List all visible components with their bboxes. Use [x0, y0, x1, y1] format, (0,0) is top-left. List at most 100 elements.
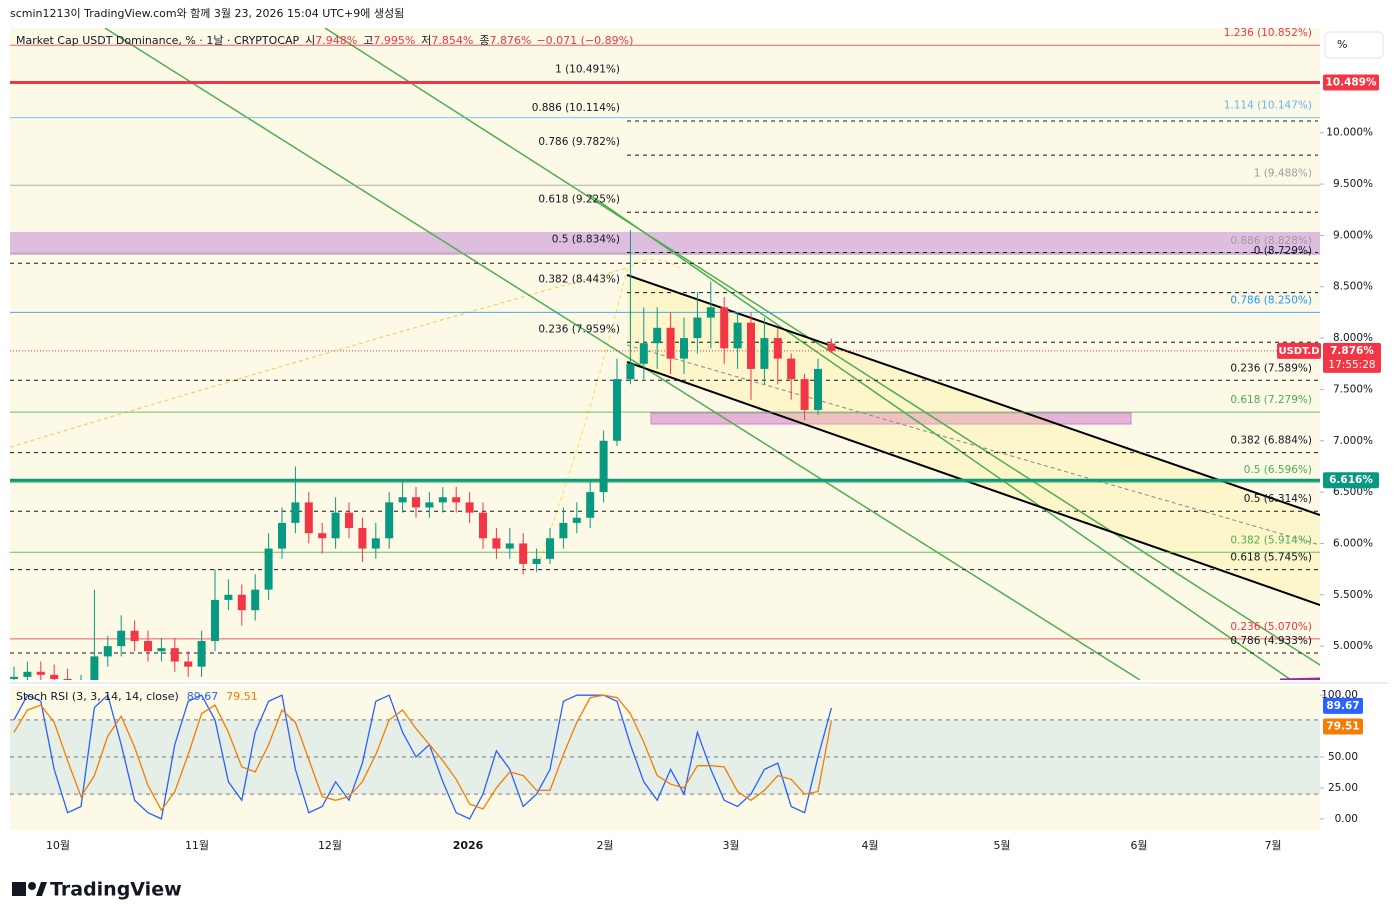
candle-body — [197, 640, 206, 667]
fib-label: 0.236 (7.959%) — [538, 323, 620, 335]
candle-body — [103, 646, 112, 657]
price-tag — [1323, 74, 1379, 91]
trend-line — [104, 28, 1141, 680]
x-tick-label: 10월 — [46, 839, 70, 852]
indicator-pane — [10, 686, 1320, 830]
candle-body — [773, 338, 782, 359]
trend-line — [1279, 677, 1320, 680]
candle-body — [747, 322, 755, 369]
candle-body — [318, 533, 327, 539]
fib-label: 0.236 (7.589%) — [1230, 362, 1312, 374]
legend-item: 종 — [479, 34, 489, 47]
legend-item: 저 — [421, 34, 431, 47]
x-tick-label: 6월 — [1130, 839, 1147, 852]
legend-item: −0.071 (−0.89%) — [536, 34, 633, 47]
y-tick-label: 8.000% — [1333, 332, 1373, 344]
legend-item: 시 — [305, 34, 315, 47]
candle-body — [626, 363, 635, 380]
stoch-line — [13, 693, 833, 820]
y-tick-label: 7.500% — [1333, 383, 1373, 395]
candle-body — [800, 379, 809, 410]
candle-body — [144, 640, 152, 652]
price-tag — [1323, 472, 1379, 489]
fib-label: 0.786 (8.250%) — [1230, 294, 1312, 306]
brand — [12, 882, 47, 896]
candle-body — [398, 497, 407, 503]
legend: Market Cap USDT Dominance, % · 1날 · CRYP… — [16, 34, 633, 47]
fib-label: 1 (10.491%) — [555, 63, 620, 75]
candle-body — [720, 307, 729, 349]
y-tick-label: 9.500% — [1333, 178, 1373, 190]
fib-label: 0.5 (6.596%) — [1244, 464, 1312, 476]
candle-body — [170, 648, 179, 662]
candle-body — [50, 674, 59, 679]
candle-body — [787, 358, 796, 380]
legend-item: 7.948% — [315, 34, 357, 47]
candle-body — [304, 502, 313, 534]
candle-body — [519, 543, 528, 564]
candle-body — [653, 327, 662, 344]
candle-body — [371, 538, 380, 549]
unit-button-label[interactable]: % — [1337, 38, 1347, 51]
unit-button[interactable] — [1324, 31, 1384, 59]
candle-body — [546, 538, 554, 559]
price-tag-label: 10.489% — [1325, 77, 1377, 89]
price-tag-label: 7.876% — [1330, 345, 1374, 357]
main-plot: 1.236 (10.852%) 1.114 (10.147%) 1 (9.488%)… — [10, 28, 1320, 680]
y-tick-label: 5.000% — [1333, 640, 1373, 652]
x-tick-label: 5월 — [993, 839, 1010, 852]
legend-item: Market Cap USDT Dominance, % · 1날 · CRYP… — [16, 34, 299, 47]
x-tick-label: 3월 — [722, 839, 739, 852]
x-tick-label: 7월 — [1264, 839, 1281, 852]
candle-body — [264, 548, 273, 590]
brand-name: TradingView — [50, 879, 182, 901]
fib-label: 0.382 (6.884%) — [1230, 435, 1312, 447]
demand-zone — [650, 412, 1132, 425]
value-tag — [1323, 697, 1363, 714]
candle-body — [10, 676, 18, 679]
value-tag — [1323, 718, 1363, 735]
value-tag-label: 79.51 — [1326, 721, 1359, 733]
price-tag-label: 6.616% — [1329, 474, 1373, 486]
candle-body — [613, 379, 621, 441]
y-tick-label: 10.000% — [1326, 127, 1373, 139]
candle-body — [559, 522, 568, 539]
candle-body — [693, 317, 702, 339]
y-tick-label: 8.500% — [1333, 281, 1373, 293]
overlay: 10.000% 9.500% 9.000% 8.500% 8.000% 7.500% 7.0… — [16, 34, 1381, 852]
candle-body — [532, 558, 541, 564]
channel-line — [626, 274, 1320, 516]
trend-line — [589, 194, 1293, 680]
candle-body — [599, 440, 608, 493]
channel-line — [626, 361, 1320, 606]
y-tick-label: 9.000% — [1333, 229, 1373, 241]
symbol-tag-label: USDT.D — [1278, 346, 1319, 357]
candle-body — [733, 322, 742, 349]
fib-label: 0.618 (9.225%) — [538, 193, 620, 205]
x-tick-label: 11월 — [185, 839, 209, 852]
fib-label: 0.618 (7.279%) — [1230, 394, 1312, 406]
fib-label: 0.886 (8.828%) — [1230, 235, 1312, 247]
candle-body — [130, 630, 139, 641]
candle-body — [465, 502, 474, 513]
trend-line — [324, 28, 1320, 666]
indicator-plot — [10, 693, 1320, 820]
fib-label: 0.886 (10.114%) — [532, 102, 620, 114]
candle-body — [358, 528, 367, 549]
candle-body — [23, 671, 32, 677]
fib-label: 0.382 (8.443%) — [538, 274, 620, 286]
countdown: 17:55:28 — [1328, 359, 1375, 371]
fib-label: 1 (9.488%) — [1254, 167, 1312, 179]
candle-body — [251, 589, 260, 611]
candle-body — [385, 502, 394, 539]
candle-body — [90, 656, 99, 680]
fib-label: 0.5 (6.314%) — [1244, 493, 1312, 505]
candle-body — [157, 648, 166, 652]
legend-item: Stoch RSI (3, 3, 14, 14, close) — [16, 690, 179, 703]
candle-body — [586, 492, 595, 518]
y-tick-label: 6.500% — [1333, 486, 1373, 498]
y-tick-label: 50.00 — [1328, 751, 1358, 763]
supply-zone — [10, 232, 1320, 255]
x-tick-label: 12월 — [318, 839, 342, 852]
